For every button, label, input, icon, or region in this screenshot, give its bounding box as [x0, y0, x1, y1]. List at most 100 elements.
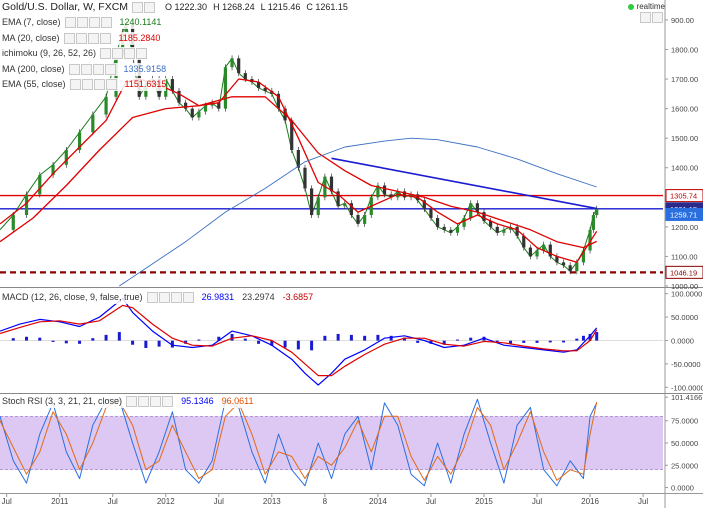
- x-tick-label: 2016: [581, 497, 599, 506]
- candle-body: [356, 215, 360, 224]
- close-icon[interactable]: [170, 292, 182, 303]
- header-buttons: [132, 1, 156, 13]
- macd-histogram-bar: [522, 340, 526, 343]
- series-line-ma200[interactable]: [119, 137, 597, 287]
- settings-icon[interactable]: [80, 63, 92, 75]
- y-tick-label: 1400.00: [671, 164, 698, 173]
- close-icon[interactable]: [88, 17, 100, 28]
- eye-icon[interactable]: [126, 396, 138, 407]
- candle-body: [290, 120, 294, 150]
- price-label-text: 1259.71: [670, 210, 697, 219]
- settings-icon[interactable]: [112, 48, 124, 59]
- more-icon[interactable]: [162, 396, 174, 407]
- x-tick-label: Jul: [532, 497, 542, 506]
- macd-histogram-bar: [416, 340, 420, 343]
- candle-body: [575, 262, 579, 272]
- candle-body: [276, 93, 281, 109]
- close-icon[interactable]: [87, 32, 99, 44]
- symbol-title[interactable]: Gold/U.S. Dollar, W, FXCM: [2, 1, 129, 13]
- series-line-k[interactable]: [0, 398, 598, 487]
- candle-body: [482, 212, 486, 221]
- settings-icon[interactable]: [75, 32, 87, 44]
- candle-body: [256, 82, 261, 88]
- legend-buttons: [68, 63, 116, 75]
- legend-label: EMA (55, close): [2, 79, 66, 89]
- close-icon[interactable]: [92, 63, 104, 75]
- candle-body: [243, 73, 247, 80]
- legend-row-4[interactable]: EMA (55, close) 1151.6315: [0, 78, 167, 91]
- candle-body: [455, 226, 460, 233]
- ohlc-c: C 1261.15: [306, 2, 348, 12]
- candle-body: [296, 150, 300, 168]
- settings-icon[interactable]: [158, 292, 170, 303]
- candle-body: [91, 114, 95, 133]
- series-line-d[interactable]: [0, 400, 598, 481]
- macd-histogram-bar: [389, 335, 393, 341]
- legend-row-2[interactable]: ichimoku (9, 26, 52, 26): [0, 47, 148, 60]
- more-icon[interactable]: [136, 48, 148, 59]
- realtime-label: realtime: [636, 2, 665, 11]
- y-tick-label: 1000.00: [671, 282, 698, 291]
- legend-row-3[interactable]: MA (200, close) 1335.9158: [0, 62, 167, 76]
- trendline[interactable]: [331, 157, 597, 210]
- eye-icon[interactable]: [64, 17, 76, 28]
- series-line-signal[interactable]: [0, 304, 598, 377]
- eye-icon[interactable]: [63, 32, 75, 44]
- legend-buttons: [126, 396, 174, 407]
- eye-icon[interactable]: [100, 48, 112, 59]
- y-tick-label: 1100.00: [671, 252, 698, 261]
- more-icon[interactable]: [105, 79, 117, 90]
- y-tick-label: 1200.00: [671, 223, 698, 232]
- macd-histogram-bar: [581, 335, 585, 341]
- settings-icon[interactable]: [81, 79, 93, 90]
- macd-histogram-bar: [257, 340, 261, 344]
- candle-body: [555, 256, 559, 263]
- more-icon[interactable]: [104, 63, 116, 75]
- macd-histogram-bar: [509, 340, 513, 344]
- more-icon[interactable]: [100, 17, 112, 28]
- macd-histogram-bar: [64, 340, 68, 344]
- series-line-macd[interactable]: [0, 297, 598, 386]
- close-icon[interactable]: [93, 79, 105, 90]
- y-tick-label: 1600.00: [671, 105, 698, 114]
- legend-row-1[interactable]: MA (20, close) 1185.2840: [0, 31, 161, 45]
- y-tick-label: -50.0000: [671, 360, 701, 369]
- eye-icon[interactable]: [69, 79, 81, 90]
- settings-icon[interactable]: [76, 17, 88, 28]
- macd-histogram-bar: [588, 333, 592, 341]
- eye-icon[interactable]: [68, 63, 80, 75]
- candle-body: [382, 185, 387, 195]
- macd-histogram-bar: [402, 337, 406, 341]
- candle-body: [230, 58, 234, 68]
- close-icon[interactable]: [150, 396, 162, 407]
- more-icon[interactable]: [182, 292, 194, 303]
- x-tick-label: 2014: [369, 497, 387, 506]
- eye-icon[interactable]: [146, 292, 158, 303]
- close-icon[interactable]: [144, 1, 156, 13]
- legend-value: -3.6857: [282, 292, 314, 302]
- candle-body: [495, 226, 499, 233]
- close-icon[interactable]: [124, 48, 136, 59]
- macd-histogram-bar: [270, 340, 274, 346]
- series-line-ema55[interactable]: [0, 96, 597, 249]
- legend-row-0[interactable]: EMA (7, close) 1240.1141: [0, 16, 162, 29]
- legend-row-stoch[interactable]: Stoch RSI (3, 3, 21, 21, close) 95.1346 96…: [0, 395, 254, 408]
- more-icon[interactable]: [99, 32, 111, 44]
- candle-body: [137, 55, 141, 97]
- candle-body: [170, 79, 174, 91]
- price-label-box: [665, 207, 703, 221]
- settings-icon[interactable]: [138, 396, 150, 407]
- y-tick-label: 50.0000: [671, 439, 698, 448]
- candle-body: [542, 244, 546, 251]
- macd-histogram-bar: [429, 340, 433, 344]
- macd-histogram-bar: [104, 334, 108, 341]
- legend-value: 23.2974: [242, 292, 275, 302]
- maximize-icon[interactable]: [640, 12, 651, 23]
- settings-icon[interactable]: [132, 1, 144, 13]
- legend-row-macd[interactable]: MACD (12, 26, close, 9, false, true) 26.9…: [0, 291, 314, 304]
- candle-body: [376, 185, 380, 198]
- collapse-icon[interactable]: [652, 12, 663, 23]
- macd-histogram-bar: [562, 340, 566, 343]
